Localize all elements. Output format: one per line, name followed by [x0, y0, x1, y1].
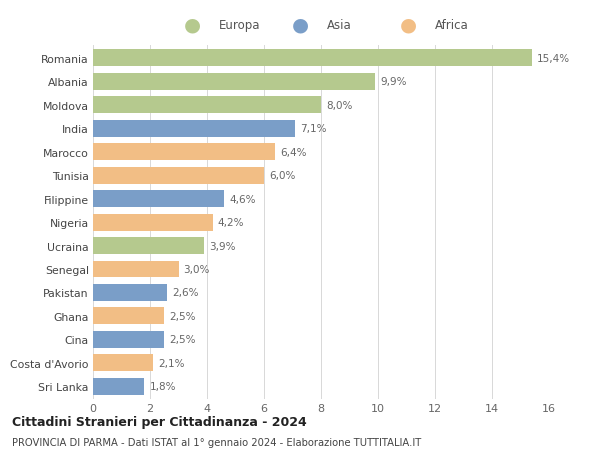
Text: 2,5%: 2,5% — [169, 335, 196, 345]
Text: 2,6%: 2,6% — [172, 288, 199, 298]
Text: 2,1%: 2,1% — [158, 358, 184, 368]
Bar — [93, 378, 145, 395]
Bar — [93, 285, 167, 301]
Text: Africa: Africa — [435, 19, 469, 32]
Text: 6,0%: 6,0% — [269, 171, 296, 181]
Text: 1,8%: 1,8% — [149, 381, 176, 392]
Bar — [93, 50, 532, 67]
Text: ●: ● — [400, 16, 416, 35]
Bar — [93, 168, 264, 184]
Bar — [93, 355, 153, 371]
Bar — [93, 331, 164, 348]
Text: Cittadini Stranieri per Cittadinanza - 2024: Cittadini Stranieri per Cittadinanza - 2… — [12, 415, 307, 428]
Text: ●: ● — [184, 16, 200, 35]
Text: Europa: Europa — [219, 19, 260, 32]
Bar — [93, 121, 295, 137]
Bar — [93, 238, 204, 254]
Bar — [93, 191, 224, 207]
Text: ●: ● — [292, 16, 308, 35]
Bar — [93, 308, 164, 325]
Text: Asia: Asia — [327, 19, 352, 32]
Bar — [93, 261, 179, 278]
Text: 6,4%: 6,4% — [281, 147, 307, 157]
Bar — [93, 74, 375, 90]
Text: 9,9%: 9,9% — [380, 77, 407, 87]
Text: 4,6%: 4,6% — [229, 194, 256, 204]
Bar — [93, 214, 212, 231]
Text: 3,0%: 3,0% — [184, 264, 210, 274]
Bar — [93, 144, 275, 161]
Text: 3,9%: 3,9% — [209, 241, 236, 251]
Text: 15,4%: 15,4% — [537, 54, 570, 64]
Bar — [93, 97, 321, 114]
Text: 2,5%: 2,5% — [169, 311, 196, 321]
Text: 8,0%: 8,0% — [326, 101, 353, 111]
Text: 7,1%: 7,1% — [301, 124, 327, 134]
Text: 4,2%: 4,2% — [218, 218, 244, 228]
Text: PROVINCIA DI PARMA - Dati ISTAT al 1° gennaio 2024 - Elaborazione TUTTITALIA.IT: PROVINCIA DI PARMA - Dati ISTAT al 1° ge… — [12, 437, 421, 447]
